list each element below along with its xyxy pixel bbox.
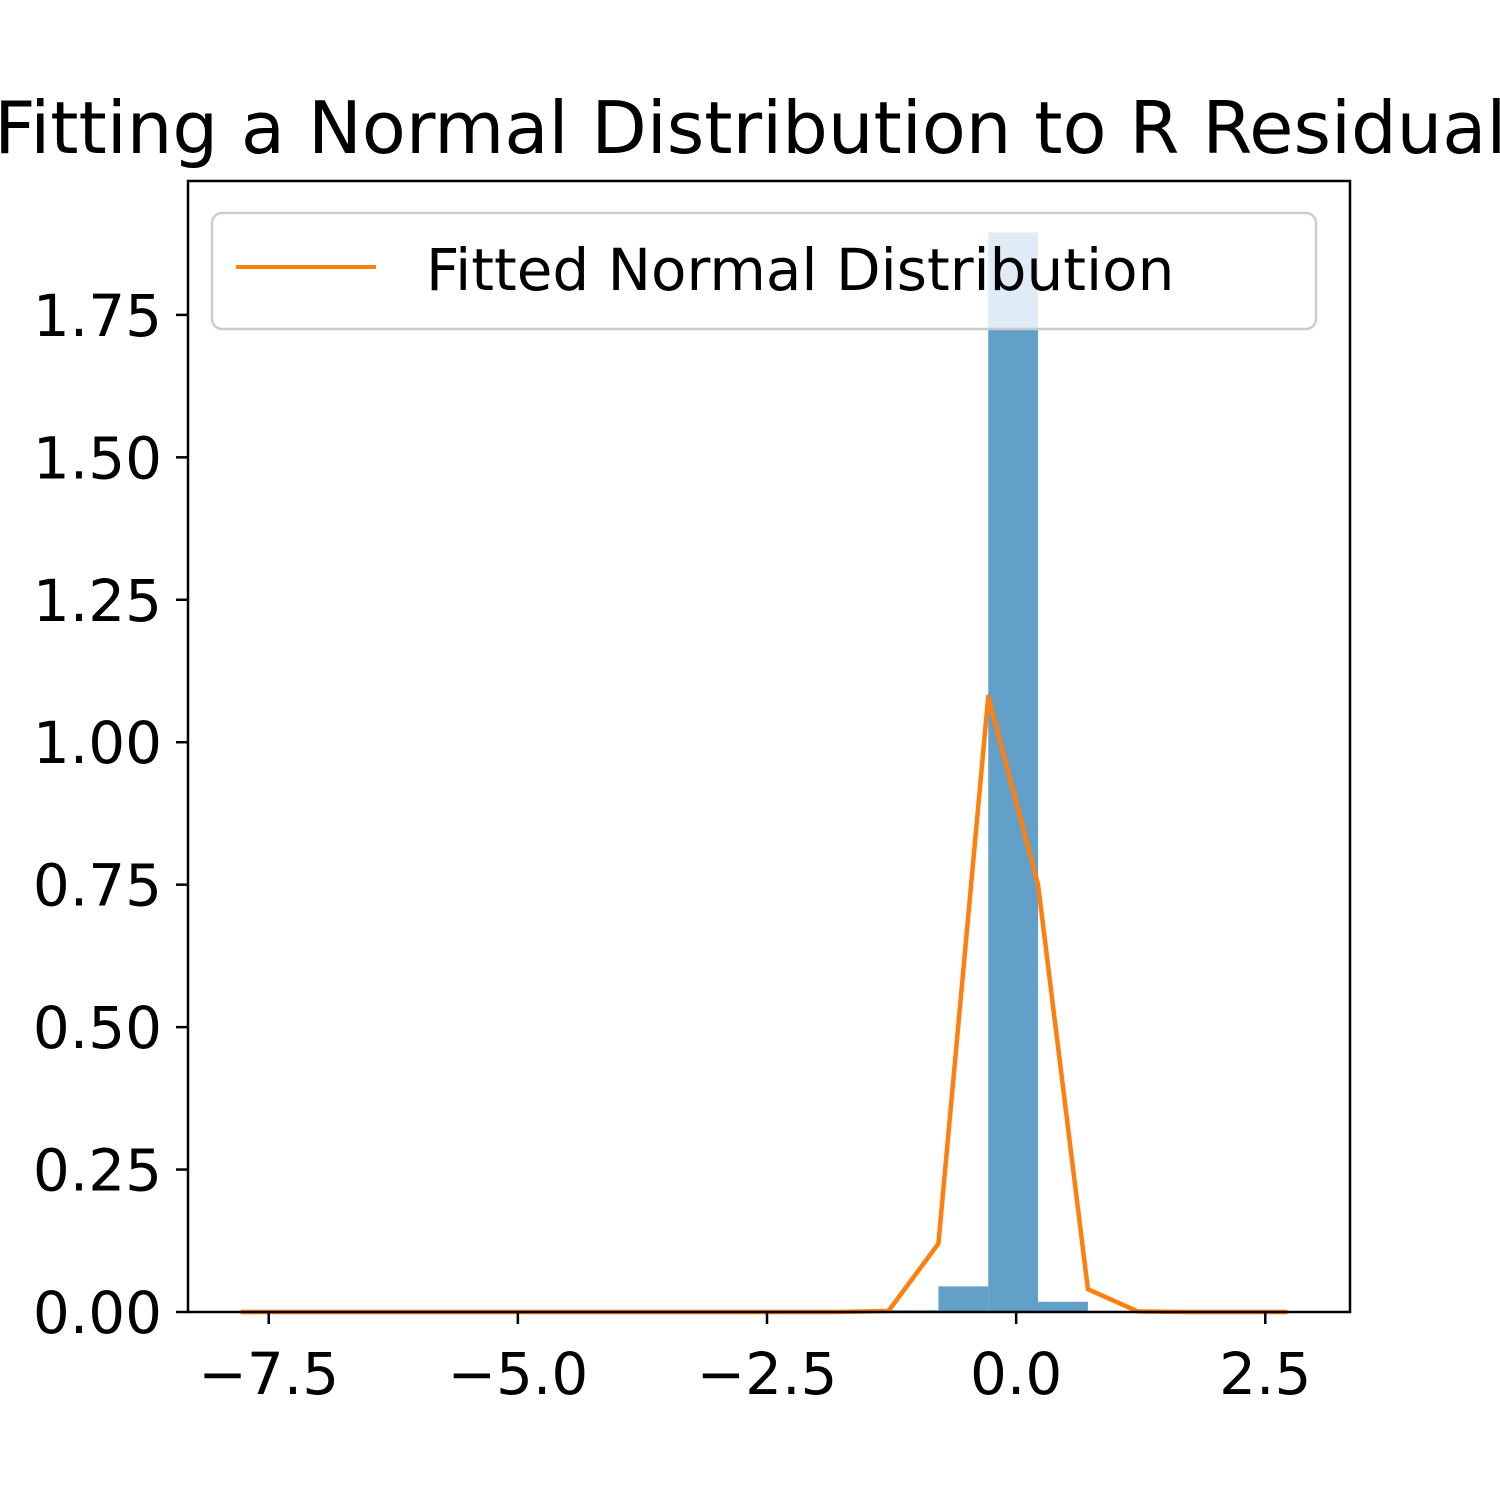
- x-tick-label: 2.5: [1219, 1340, 1311, 1408]
- fitted-normal-curve: [240, 694, 1288, 1315]
- y-axis-ticks: 0.00 0.25 0.50 0.75 1.00 1.25 1.50 1.75: [33, 282, 188, 1347]
- histogram-bar: [938, 1286, 989, 1312]
- x-tick-label: −2.5: [697, 1340, 838, 1408]
- x-axis-ticks: −7.5 −5.0 −2.5 0.0 2.5: [198, 1312, 1311, 1408]
- legend-box: [210, 211, 1318, 331]
- x-tick-label: 0.0: [970, 1340, 1062, 1408]
- y-tick-label: 0.25: [33, 1137, 162, 1205]
- y-tick-label: 1.75: [33, 282, 162, 350]
- y-tick-label: 0.50: [33, 994, 162, 1062]
- y-tick-label: 0.00: [33, 1279, 162, 1347]
- y-tick-label: 1.00: [33, 709, 162, 777]
- y-tick-label: 0.75: [33, 852, 162, 920]
- fitted-curve-group: [240, 694, 1288, 1315]
- x-tick-label: −5.0: [447, 1340, 588, 1408]
- y-tick-label: 1.25: [33, 567, 162, 635]
- axes-frame: [186, 179, 1352, 1314]
- histogram-bar: [1038, 1301, 1088, 1312]
- histogram-bars: [240, 232, 1288, 1313]
- chart-title: Fitting a Normal Distribution to R Resid…: [0, 86, 1500, 170]
- legend: Fitted Normal Distribution: [210, 211, 1318, 331]
- histogram-bar: [988, 232, 1039, 1313]
- legend-label: Fitted Normal Distribution: [426, 236, 1174, 304]
- x-tick-label: −7.5: [198, 1340, 339, 1408]
- y-tick-label: 1.50: [33, 424, 162, 492]
